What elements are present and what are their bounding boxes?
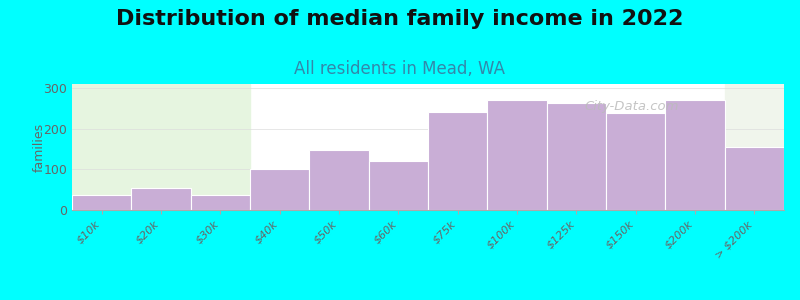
Bar [546,103,606,210]
Bar [72,84,250,210]
Bar [487,100,546,210]
Text: City-Data.com: City-Data.com [585,100,679,113]
Bar [250,169,310,210]
Bar [428,112,487,210]
Bar [369,161,428,210]
Text: All residents in Mead, WA: All residents in Mead, WA [294,60,506,78]
Bar [725,84,784,210]
Y-axis label: families: families [33,122,46,172]
Bar [310,150,369,210]
Bar [131,188,190,210]
Bar [72,195,131,210]
Bar [666,100,725,210]
Text: Distribution of median family income in 2022: Distribution of median family income in … [116,9,684,29]
Bar [190,195,250,210]
Bar [725,147,784,210]
Bar [606,113,666,210]
